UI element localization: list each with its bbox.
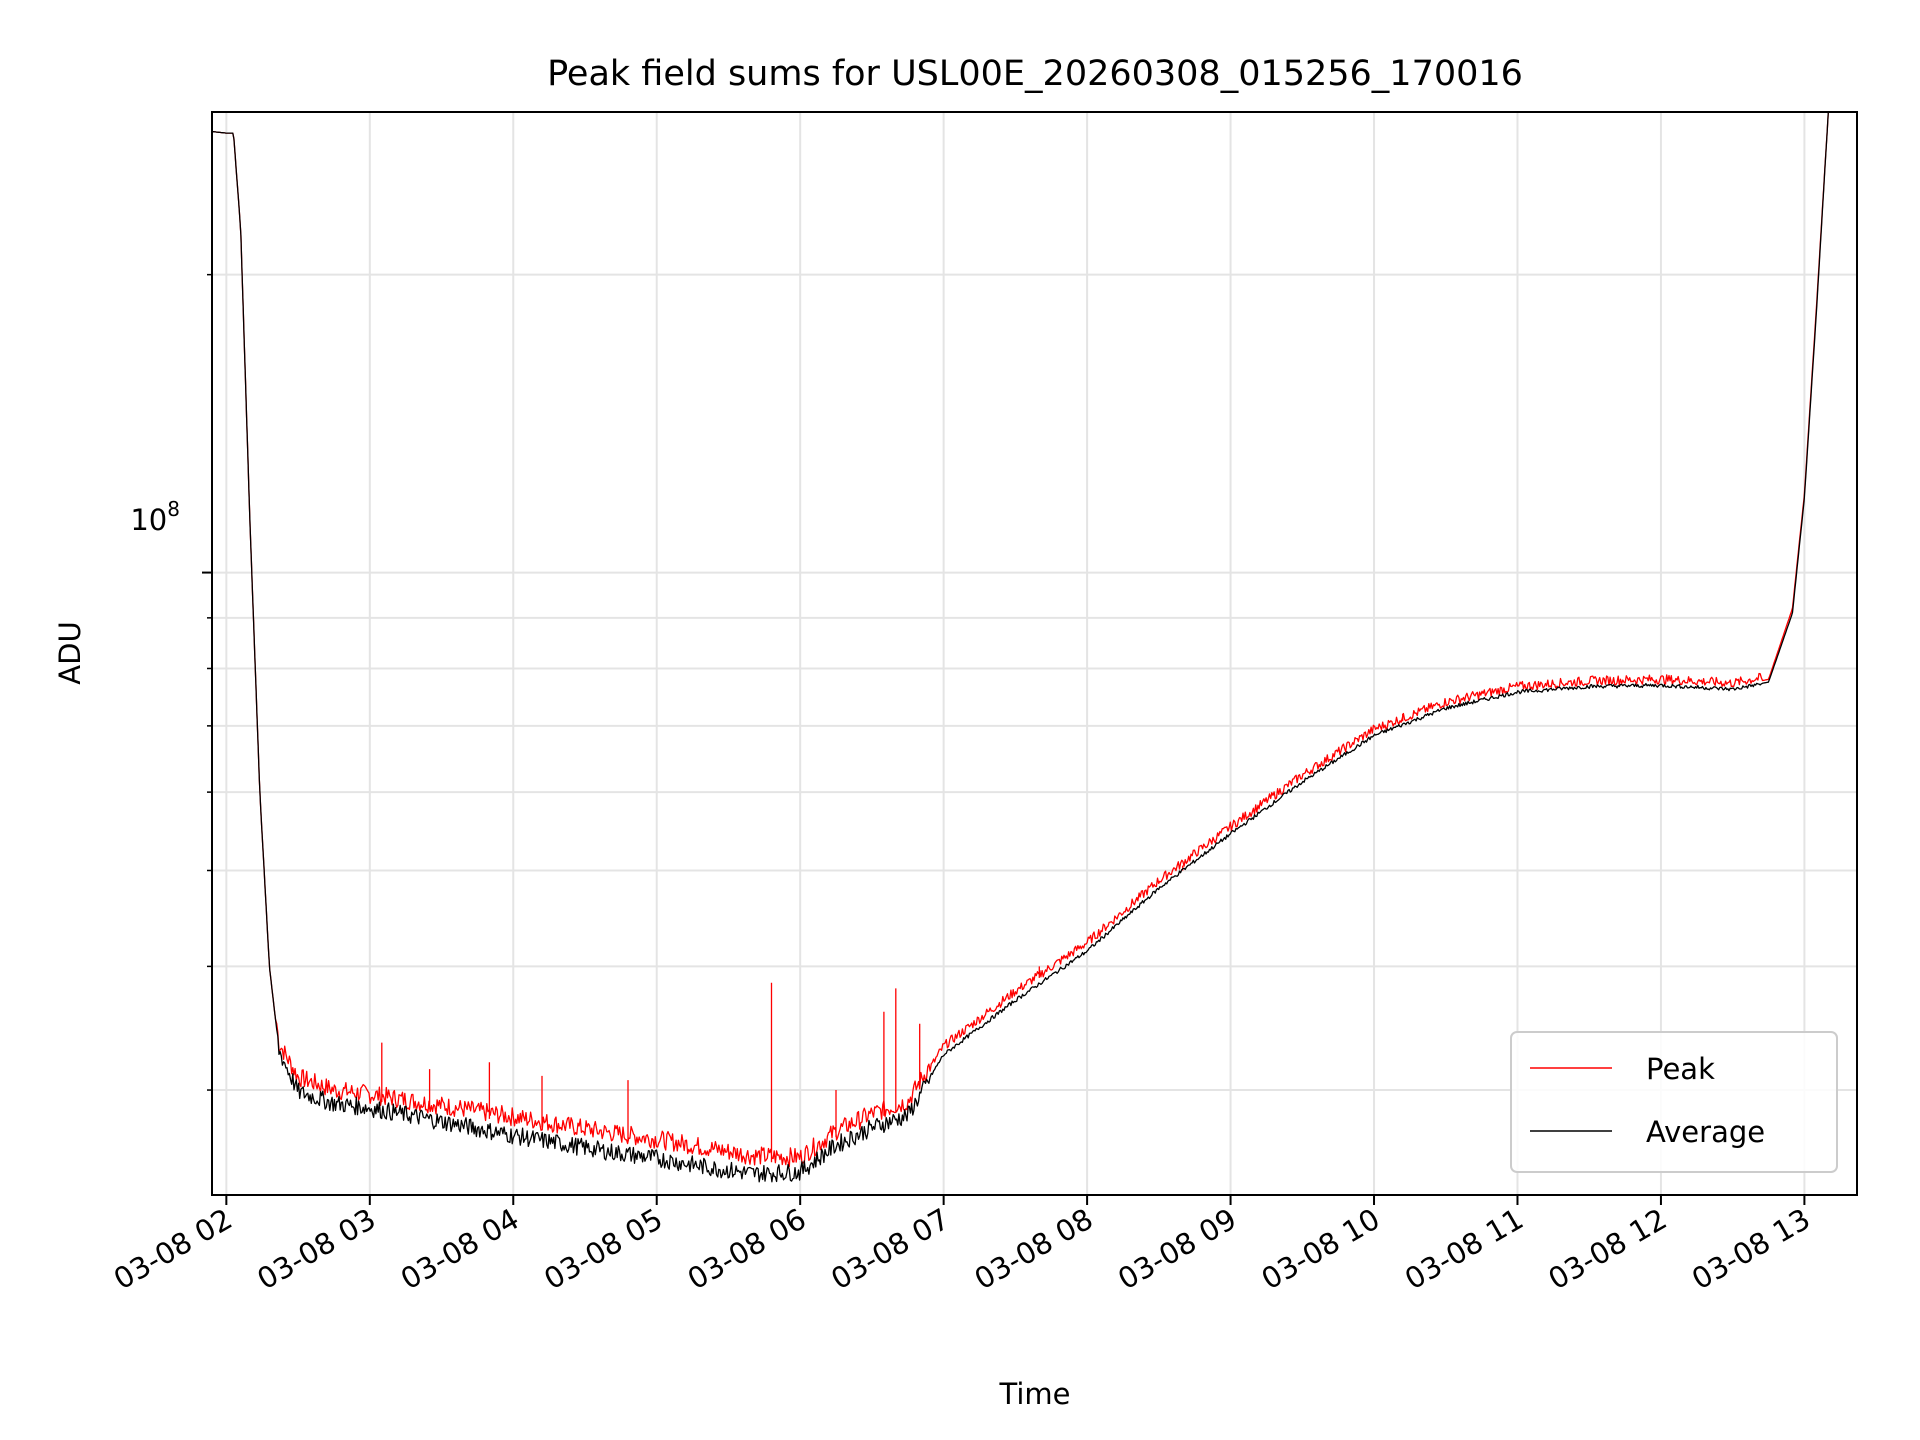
y-tick-label-1e8: 108 bbox=[130, 497, 180, 537]
y-axis: 108 bbox=[130, 273, 212, 1091]
legend-peak-label: Peak bbox=[1646, 1052, 1715, 1086]
y-tick-base: 10 bbox=[130, 503, 167, 537]
y-tick-exponent: 8 bbox=[167, 497, 180, 521]
series-layer bbox=[212, 112, 1829, 1183]
legend-box bbox=[1510, 1031, 1838, 1173]
y-axis-label: ADU bbox=[53, 621, 87, 684]
x-axis-label: Time bbox=[999, 1377, 1071, 1411]
peak-series-line bbox=[212, 112, 1829, 1168]
plot-frame bbox=[211, 111, 1858, 1196]
chart-title: Peak field sums for USL00E_20260308_0152… bbox=[547, 54, 1523, 94]
grid bbox=[212, 112, 1857, 1195]
legend: Peak Average bbox=[1510, 1031, 1838, 1173]
legend-average-label: Average bbox=[1646, 1115, 1765, 1149]
average-series-line bbox=[212, 112, 1829, 1183]
